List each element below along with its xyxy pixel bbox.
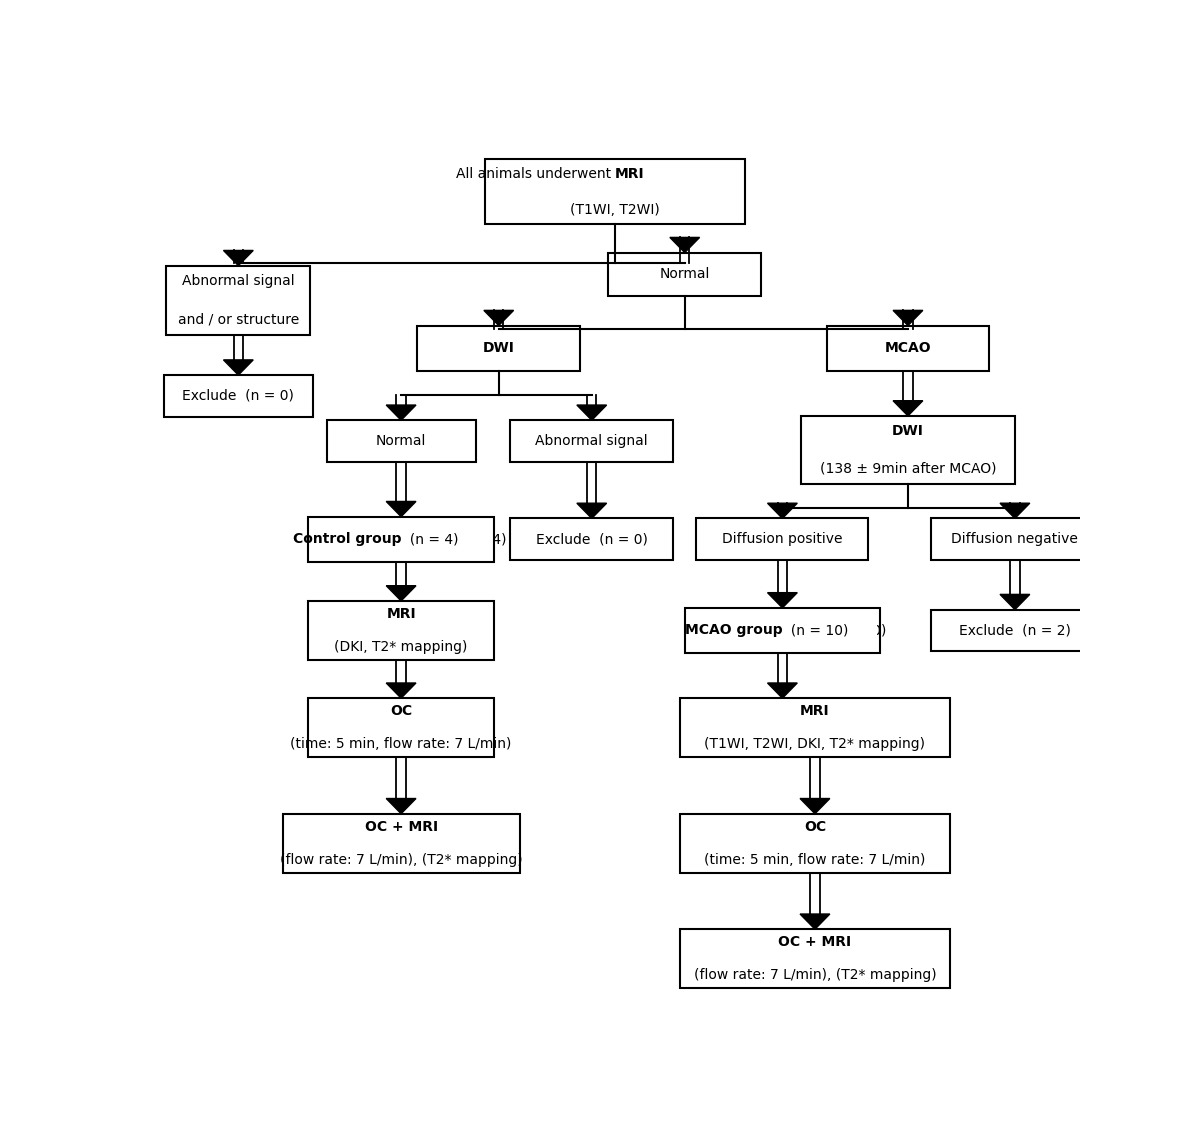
Text: MRI: MRI [616, 167, 644, 180]
Text: (time: 5 min, flow rate: 7 L/min): (time: 5 min, flow rate: 7 L/min) [290, 738, 511, 751]
Text: MCAO group: MCAO group [696, 624, 794, 637]
Polygon shape [386, 405, 416, 421]
Polygon shape [800, 799, 830, 813]
FancyBboxPatch shape [311, 519, 491, 559]
Text: (flow rate: 7 L/min), (T2* mapping): (flow rate: 7 L/min), (T2* mapping) [280, 853, 522, 866]
Text: Exclude  (n = 0): Exclude (n = 0) [182, 389, 294, 403]
Text: (flow rate: 7 L/min), (T2* mapping): (flow rate: 7 L/min), (T2* mapping) [694, 968, 936, 982]
Text: Diffusion negative: Diffusion negative [952, 532, 1079, 546]
FancyBboxPatch shape [680, 813, 949, 873]
Text: (T1WI, T2WI): (T1WI, T2WI) [570, 203, 660, 217]
Text: MCAO group  (n = 10): MCAO group (n = 10) [706, 624, 859, 637]
Polygon shape [893, 310, 923, 326]
Polygon shape [577, 503, 607, 519]
Polygon shape [768, 503, 797, 519]
FancyBboxPatch shape [510, 421, 673, 462]
Text: Control group  (n = 4): Control group (n = 4) [325, 532, 478, 546]
Text: (T1WI, T2WI, DKI, T2* mapping): (T1WI, T2WI, DKI, T2* mapping) [704, 738, 925, 751]
Text: MCAO: MCAO [884, 341, 931, 355]
Text: Diffusion positive: Diffusion positive [722, 532, 842, 546]
Text: OC + MRI: OC + MRI [365, 820, 438, 834]
FancyBboxPatch shape [685, 608, 880, 653]
FancyBboxPatch shape [931, 609, 1099, 651]
FancyBboxPatch shape [827, 326, 989, 371]
Text: OC + MRI: OC + MRI [779, 935, 852, 950]
Polygon shape [386, 502, 416, 517]
Text: MRI: MRI [800, 704, 829, 719]
FancyBboxPatch shape [308, 698, 494, 757]
Text: Abnormal signal: Abnormal signal [535, 434, 648, 448]
Text: Control group: Control group [313, 532, 422, 546]
Text: MRI: MRI [386, 607, 416, 620]
FancyBboxPatch shape [487, 161, 743, 222]
FancyBboxPatch shape [418, 326, 580, 371]
Text: (T1WI, T2WI): (T1WI, T2WI) [570, 203, 660, 217]
FancyBboxPatch shape [167, 266, 311, 335]
Polygon shape [386, 799, 416, 813]
Polygon shape [484, 310, 514, 326]
Polygon shape [768, 682, 797, 698]
FancyBboxPatch shape [680, 698, 949, 757]
Text: DWI: DWI [892, 424, 924, 438]
FancyBboxPatch shape [308, 601, 494, 660]
FancyBboxPatch shape [485, 159, 745, 224]
Polygon shape [223, 250, 253, 266]
Text: Exclude  (n = 0): Exclude (n = 0) [536, 532, 648, 546]
Text: Control group: Control group [293, 532, 401, 546]
FancyBboxPatch shape [608, 253, 762, 296]
Polygon shape [223, 360, 253, 376]
Text: Exclude  (n = 2): Exclude (n = 2) [959, 624, 1070, 637]
Polygon shape [670, 237, 700, 253]
Polygon shape [386, 585, 416, 601]
Text: Normal: Normal [376, 434, 426, 448]
Text: (n = 10): (n = 10) [820, 624, 886, 637]
Text: and / or structure: and / or structure [178, 312, 299, 327]
Polygon shape [1000, 594, 1030, 609]
FancyBboxPatch shape [688, 610, 877, 651]
FancyBboxPatch shape [282, 813, 520, 873]
Polygon shape [577, 405, 607, 421]
Polygon shape [386, 682, 416, 698]
Text: MCAO group: MCAO group [685, 624, 782, 637]
Text: Abnormal signal: Abnormal signal [182, 274, 295, 288]
Polygon shape [800, 914, 830, 929]
Text: (DKI, T2* mapping): (DKI, T2* mapping) [335, 640, 468, 654]
Text: (n = 10): (n = 10) [782, 624, 848, 637]
FancyBboxPatch shape [931, 519, 1099, 561]
FancyBboxPatch shape [680, 929, 949, 988]
FancyBboxPatch shape [802, 416, 1015, 484]
FancyBboxPatch shape [510, 519, 673, 561]
Text: All animals underwent: All animals underwent [456, 167, 616, 180]
Text: (time: 5 min, flow rate: 7 L/min): (time: 5 min, flow rate: 7 L/min) [704, 853, 925, 866]
Text: Normal: Normal [660, 267, 710, 281]
FancyBboxPatch shape [308, 517, 494, 562]
Text: Control group  (n = 4): Control group (n = 4) [325, 532, 478, 546]
FancyBboxPatch shape [326, 421, 475, 462]
FancyBboxPatch shape [164, 376, 313, 416]
Text: All animals underwent MRI: All animals underwent MRI [522, 167, 708, 180]
Text: OC: OC [804, 820, 826, 834]
Text: MCAO group  (n = 10): MCAO group (n = 10) [706, 624, 859, 637]
FancyBboxPatch shape [696, 519, 869, 561]
Polygon shape [1000, 503, 1030, 519]
Polygon shape [893, 400, 923, 416]
Text: DWI: DWI [482, 341, 515, 355]
Polygon shape [768, 592, 797, 608]
Text: (138 ± 9min after MCAO): (138 ± 9min after MCAO) [820, 461, 996, 476]
Text: (n = 4): (n = 4) [450, 532, 506, 546]
Text: OC: OC [390, 704, 412, 719]
Text: (n = 4): (n = 4) [401, 532, 458, 546]
